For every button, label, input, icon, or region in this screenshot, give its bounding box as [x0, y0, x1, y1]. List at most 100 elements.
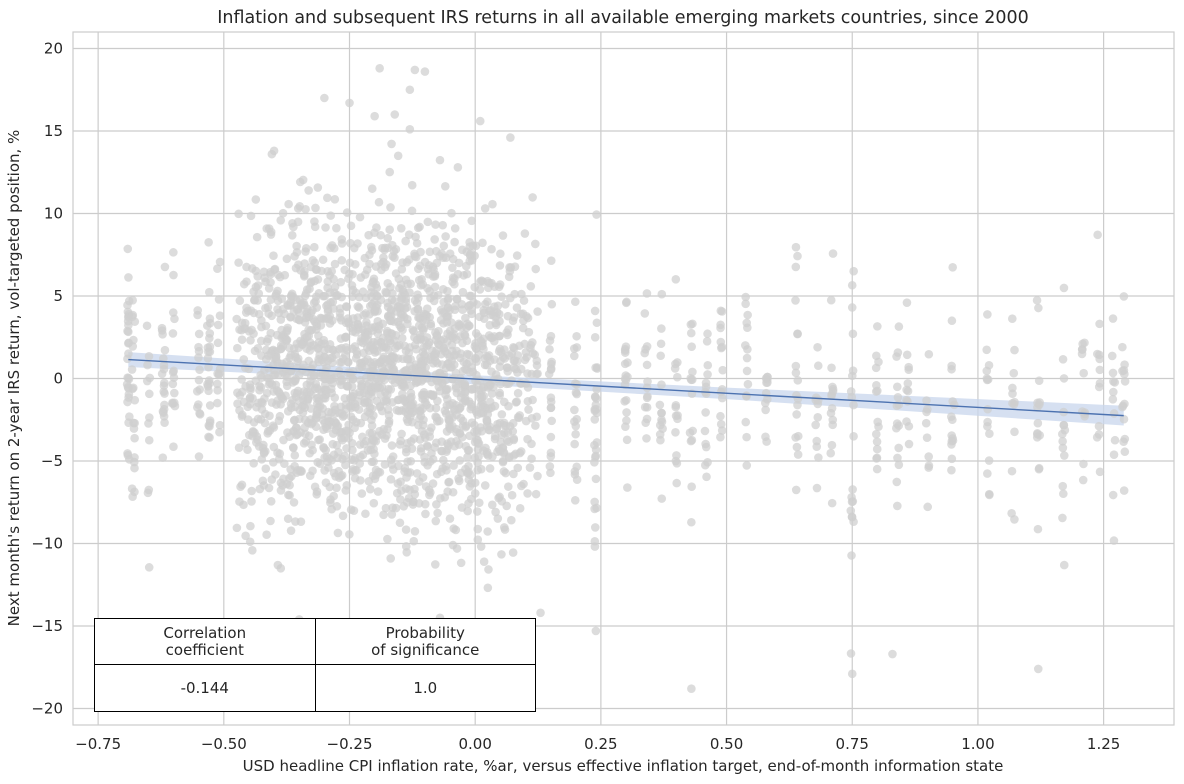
data-point — [983, 310, 992, 319]
data-point — [388, 398, 397, 407]
data-point — [430, 235, 439, 244]
data-point — [504, 325, 513, 334]
data-point — [743, 379, 753, 389]
data-point — [532, 369, 541, 379]
data-point — [129, 335, 138, 345]
data-point — [290, 376, 300, 386]
data-point — [701, 408, 710, 417]
data-point — [342, 346, 352, 355]
data-point — [214, 295, 224, 304]
data-point — [420, 351, 429, 360]
data-point — [278, 394, 288, 404]
data-point — [673, 372, 682, 382]
data-point — [702, 472, 711, 482]
data-point — [262, 373, 272, 383]
data-point — [590, 523, 600, 532]
data-point — [317, 266, 326, 276]
data-point — [812, 442, 822, 451]
data-point — [415, 403, 425, 412]
data-point — [948, 415, 957, 425]
data-point — [411, 344, 421, 354]
data-point — [160, 389, 169, 398]
data-point — [311, 422, 321, 432]
data-point — [312, 321, 322, 331]
data-point — [262, 337, 272, 346]
data-point — [374, 197, 384, 207]
data-point — [234, 258, 243, 267]
data-point — [270, 265, 279, 274]
data-point — [827, 403, 837, 413]
data-point — [716, 411, 725, 421]
data-point — [312, 383, 322, 393]
data-point — [435, 155, 445, 165]
data-point — [391, 503, 401, 513]
data-point — [545, 344, 554, 354]
data-point — [416, 281, 426, 290]
data-point — [355, 387, 364, 397]
data-point — [257, 405, 267, 414]
data-point — [353, 397, 363, 406]
data-point — [1092, 432, 1102, 442]
data-point — [194, 329, 204, 339]
data-point — [355, 459, 365, 468]
x-tick-label: 0.50 — [710, 735, 743, 753]
data-point — [169, 442, 178, 452]
data-point — [467, 309, 477, 319]
data-point — [123, 397, 132, 407]
data-point — [570, 351, 579, 361]
data-point — [325, 288, 335, 297]
data-point — [428, 390, 438, 399]
data-point — [742, 353, 752, 363]
data-point — [496, 249, 505, 259]
data-point — [485, 464, 495, 473]
data-point — [418, 316, 428, 325]
data-point — [352, 350, 362, 359]
data-point — [397, 264, 407, 274]
data-point — [479, 446, 488, 455]
data-point — [335, 313, 345, 322]
data-point — [329, 416, 339, 426]
data-point — [376, 337, 386, 347]
data-point — [205, 314, 215, 323]
data-point — [407, 206, 417, 216]
data-point — [128, 295, 137, 305]
data-point — [483, 583, 493, 593]
data-point — [546, 397, 556, 407]
data-point — [657, 494, 667, 503]
data-point — [386, 475, 396, 484]
data-point — [194, 375, 204, 385]
data-point — [791, 368, 801, 378]
data-point — [258, 476, 268, 486]
data-point — [321, 223, 330, 232]
data-point — [295, 397, 304, 406]
data-point — [893, 501, 902, 511]
data-point — [872, 381, 881, 390]
data-point — [333, 290, 342, 300]
probability-header-line1: Probability — [385, 623, 465, 642]
data-point — [474, 350, 484, 360]
data-point — [285, 473, 294, 483]
data-point — [451, 301, 460, 311]
data-point — [356, 375, 365, 385]
data-point — [420, 452, 429, 462]
data-point — [872, 437, 882, 446]
data-point — [348, 367, 358, 376]
data-point — [461, 313, 470, 323]
data-point — [948, 263, 957, 272]
data-point — [490, 401, 500, 411]
data-point — [269, 251, 278, 261]
data-point — [497, 496, 507, 506]
data-point — [195, 410, 205, 419]
data-point — [383, 243, 393, 253]
data-point — [902, 350, 912, 360]
data-point — [253, 281, 263, 290]
data-point — [473, 535, 483, 544]
data-point — [388, 252, 397, 261]
data-point — [515, 504, 525, 513]
data-point — [571, 429, 580, 439]
data-point — [358, 287, 368, 297]
data-point — [742, 366, 752, 376]
data-point — [473, 439, 483, 448]
data-point — [298, 408, 308, 417]
data-point — [489, 307, 499, 317]
